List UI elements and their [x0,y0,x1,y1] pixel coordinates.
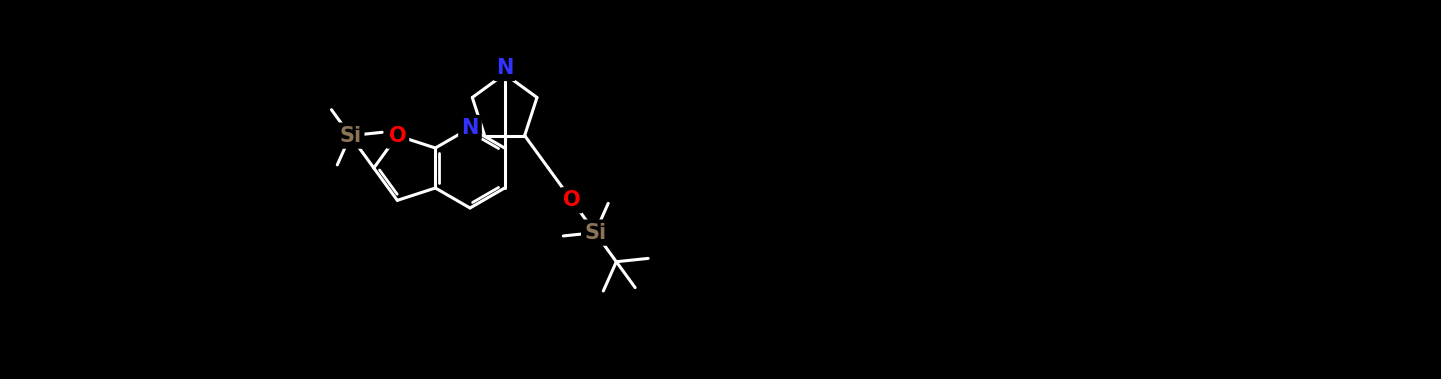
Text: N: N [496,58,513,78]
Text: N: N [461,118,478,138]
Text: O: O [563,190,581,210]
Text: O: O [389,126,406,146]
Text: Si: Si [584,222,607,243]
Text: Si: Si [339,126,362,146]
